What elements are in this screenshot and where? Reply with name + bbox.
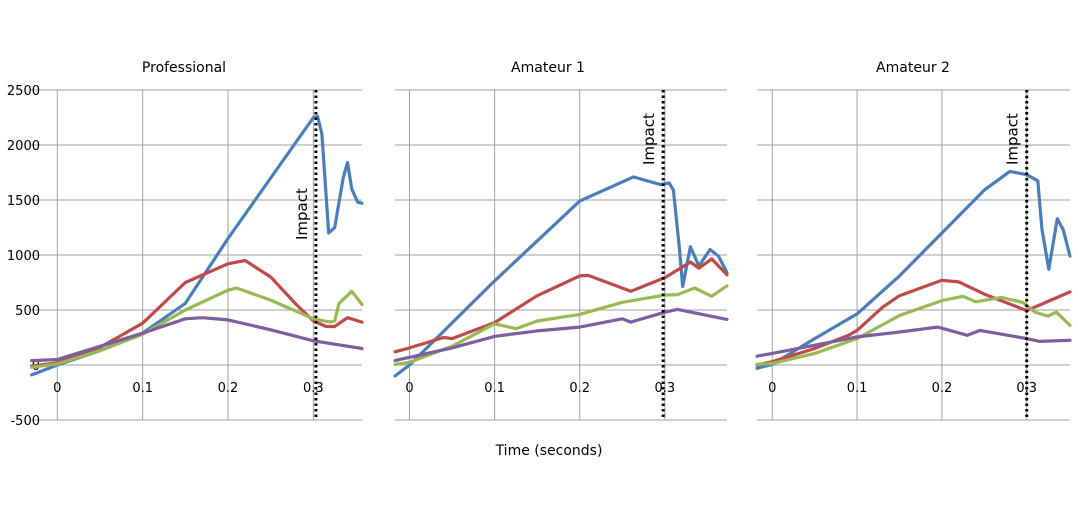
series-line-blue [30,114,364,377]
x-tick-label: 0.2 [932,381,953,396]
x-tick-label: 0.2 [218,381,239,396]
x-tick-label: 0 [768,381,776,396]
y-tick-label: 1500 [7,194,40,209]
y-tick-label: 2500 [7,84,40,99]
series-line-purple [393,307,729,363]
x-tick-label: 0.3 [303,381,324,396]
series-line-green [393,284,729,366]
series-line-blue [393,175,729,378]
panel-title: Amateur 1 [511,60,585,76]
panel-title: Amateur 2 [876,60,950,76]
y-tick-label: 500 [15,304,40,319]
impact-label: Impact [1004,113,1022,165]
x-tick-label: 0 [53,381,61,396]
panels: Professional 2500 2000 1500 1000 500 0 -500 0 0.1… [7,60,1072,429]
y-tick-label: 1000 [7,249,40,264]
y-tick-label: -500 [10,414,40,429]
series-line-purple [755,325,1072,358]
x-axis-label: Time (seconds) [495,443,603,459]
series-line-green [755,294,1072,366]
x-tick-label: 0.3 [655,381,676,396]
series-line-blue [755,169,1072,370]
x-tick-label: 0 [405,381,413,396]
x-tick-label: 0.2 [569,381,590,396]
y-tick-label: 2000 [7,139,40,154]
series-line-red [755,278,1072,367]
x-tick-label: 0.1 [847,381,868,396]
series-line-purple [30,316,364,363]
panel-title: Professional [142,60,226,76]
x-tick-label: 0.1 [484,381,505,396]
x-tick-label: 0.1 [132,381,153,396]
series-line-red [393,257,729,354]
series-line-green [30,286,364,369]
impact-label: Impact [640,113,658,165]
series-line-red [30,258,364,368]
impact-label: Impact [293,188,311,240]
panel-2: Amateur 1 0 0.1 0.2 0.3 Impact [393,60,729,421]
